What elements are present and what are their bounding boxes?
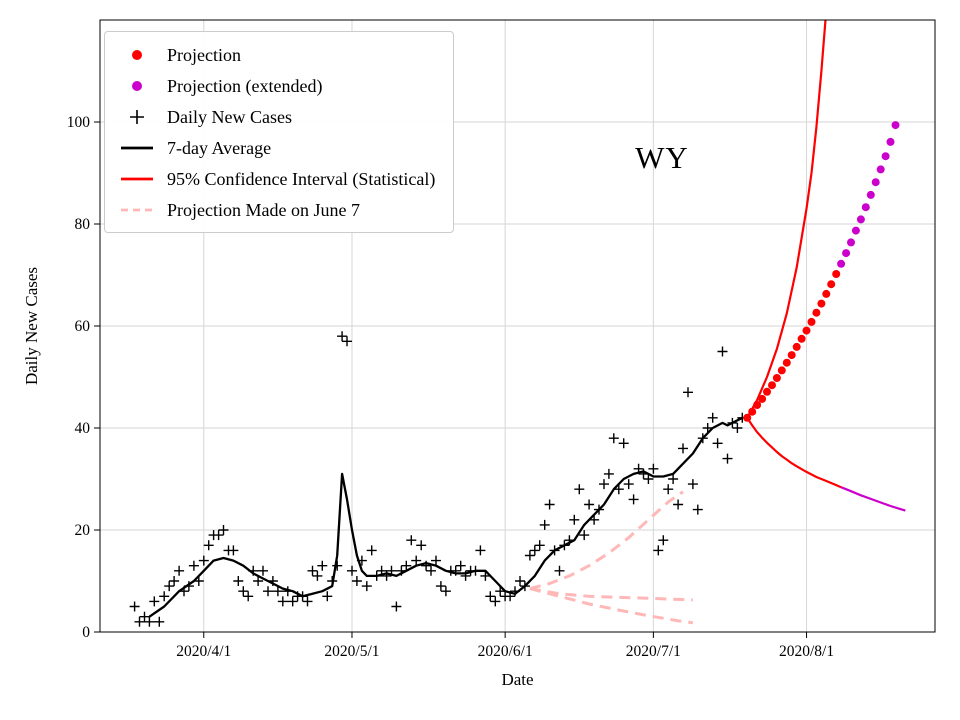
legend-item: Projection Made on June 7 <box>117 194 435 225</box>
axis-ticks <box>94 121 808 638</box>
legend-plus-marker-icon <box>130 109 144 124</box>
y-tick-label: 60 <box>75 318 91 335</box>
legend-line-marker-icon <box>121 208 153 211</box>
x-tick-label: 2020/6/1 <box>478 643 533 660</box>
legend-item: Daily New Cases <box>117 101 435 132</box>
legend-item: 7-day Average <box>117 132 435 163</box>
series-daily <box>129 331 748 627</box>
legend-line-marker-icon <box>121 146 153 149</box>
series-ci_lower <box>746 417 842 489</box>
legend: Projection Projection (extended) Daily New… <box>104 31 455 233</box>
series-layer <box>129 20 906 627</box>
x-axis-label: Date <box>501 670 534 689</box>
y-tick-label: 80 <box>75 216 91 233</box>
legend-dot-marker-icon <box>132 49 142 60</box>
legend-item-label: Projection <box>167 44 241 65</box>
legend-item-label: Projection Made on June 7 <box>167 199 360 220</box>
x-tick-label: 2020/4/1 <box>176 643 231 660</box>
y-tick-label: 100 <box>67 114 91 131</box>
tick-labels: 2020/4/1 2020/5/1 2020/6/1 2020/7/1 2020/8/1… <box>67 114 834 660</box>
legend-item-label: 7-day Average <box>167 137 272 158</box>
series-june7_upper <box>529 490 684 591</box>
legend-dot-marker-icon <box>132 80 142 91</box>
state-annotation: WY <box>635 140 689 175</box>
legend-item-label: Projection (extended) <box>167 75 323 96</box>
y-tick-label: 0 <box>82 624 90 641</box>
series-ci_upper <box>746 20 827 419</box>
series-june7_middle <box>529 587 693 602</box>
x-tick-label: 2020/8/1 <box>779 643 834 660</box>
y-axis-label: Daily New Cases <box>22 266 41 386</box>
legend-line-marker-icon <box>121 177 153 180</box>
legend-item: Projection <box>117 39 435 70</box>
y-tick-label: 20 <box>75 522 91 539</box>
series-projection_extended <box>837 121 900 268</box>
series-projection <box>743 270 841 422</box>
legend-item: 95% Confidence Interval (Statistical) <box>117 163 435 194</box>
series-june7_lower <box>529 587 694 625</box>
legend-item-label: 95% Confidence Interval (Statistical) <box>167 168 436 189</box>
legend-item: Projection (extended) <box>117 70 435 101</box>
series-ci_lower_extended <box>840 486 906 512</box>
y-tick-label: 40 <box>75 420 91 437</box>
x-tick-label: 2020/7/1 <box>626 643 681 660</box>
legend-item-label: Daily New Cases <box>167 106 292 127</box>
x-tick-label: 2020/5/1 <box>324 643 379 660</box>
